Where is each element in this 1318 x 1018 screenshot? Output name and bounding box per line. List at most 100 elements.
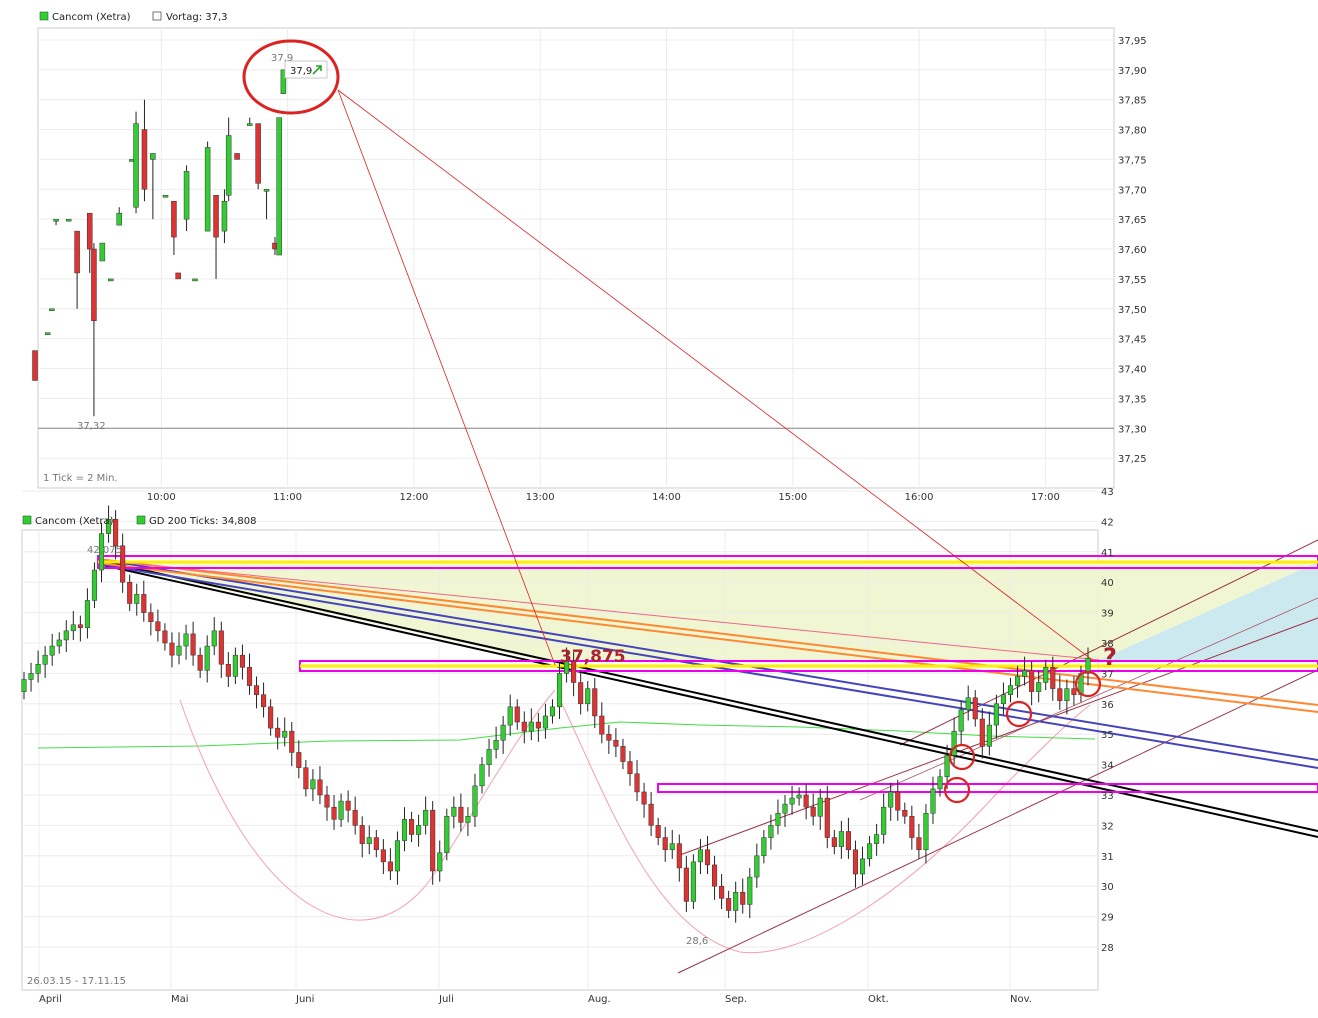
intraday-x-tick: 12:00 bbox=[399, 492, 428, 503]
intraday-x-tick: 17:00 bbox=[1031, 492, 1060, 503]
candle-body bbox=[606, 733, 612, 741]
longterm-candle bbox=[930, 776, 936, 824]
candle-body bbox=[852, 849, 859, 875]
intraday-candle bbox=[175, 272, 181, 280]
candle-body bbox=[1000, 694, 1006, 705]
longterm-candle bbox=[486, 738, 492, 777]
intraday-panel: 37,25 37,30 37,35 37,40 37,45 37,50 37,55 37,60… bbox=[32, 11, 1147, 503]
longterm-candles bbox=[21, 505, 1091, 923]
longterm-candle bbox=[852, 840, 859, 888]
candle-body bbox=[662, 837, 668, 850]
connector-line-left bbox=[337, 89, 556, 666]
resistance-zone-blue bbox=[1095, 562, 1318, 662]
candle-body bbox=[479, 764, 485, 787]
longterm-candle bbox=[620, 738, 626, 770]
signal-circle-1 bbox=[943, 776, 971, 804]
intraday-x-tick: 13:00 bbox=[526, 492, 555, 503]
candle-body bbox=[867, 843, 873, 860]
longterm-candle bbox=[42, 646, 48, 678]
candle-body bbox=[740, 892, 746, 905]
longterm-candle bbox=[711, 855, 718, 900]
date-range-label: 26.03.15 - 17.11.15 bbox=[27, 976, 126, 987]
candle-body bbox=[838, 831, 844, 847]
candle-body bbox=[881, 806, 887, 835]
candle-body bbox=[169, 642, 175, 656]
longterm-candle bbox=[578, 670, 584, 715]
longterm-candle bbox=[77, 615, 83, 642]
intraday-y-tick: 37,95 bbox=[1118, 36, 1147, 47]
candle-body bbox=[458, 806, 464, 823]
candle-body bbox=[909, 816, 915, 838]
intraday-y-tick: 37,55 bbox=[1118, 275, 1147, 286]
longterm-candle bbox=[359, 816, 365, 858]
intraday-y-axis: 37,25 37,30 37,35 37,40 37,45 37,50 37,55 37,60… bbox=[1118, 36, 1147, 465]
longterm-candle bbox=[916, 823, 922, 859]
intraday-candle bbox=[171, 200, 177, 256]
longterm-candle bbox=[528, 708, 534, 741]
longterm-candle bbox=[599, 702, 605, 744]
candle-body bbox=[578, 682, 584, 705]
candle-body bbox=[747, 876, 753, 905]
intraday-y-tick: 37,30 bbox=[1118, 424, 1147, 435]
longterm-candle bbox=[183, 624, 189, 660]
intraday-high-label: 37,9 bbox=[271, 53, 293, 64]
intraday-y-tick: 37,50 bbox=[1118, 305, 1147, 316]
candle-body bbox=[627, 761, 633, 774]
longterm-candle bbox=[859, 846, 866, 885]
intraday-y-tick: 37,40 bbox=[1118, 365, 1147, 376]
longterm-candle bbox=[549, 699, 556, 724]
candle-body bbox=[394, 840, 401, 872]
candle-body bbox=[221, 200, 228, 232]
longterm-candle bbox=[726, 890, 732, 919]
longterm-candle bbox=[634, 760, 640, 802]
intraday-candle bbox=[108, 278, 114, 282]
intraday-candle bbox=[65, 218, 72, 222]
candle-body bbox=[65, 218, 72, 222]
candle-body bbox=[176, 645, 182, 656]
candle-body bbox=[1014, 676, 1021, 686]
trendline-pink-thin bbox=[97, 559, 1101, 661]
candle-body bbox=[63, 630, 69, 641]
longterm-candle bbox=[218, 621, 224, 678]
channel-line-mid bbox=[679, 617, 1318, 856]
longterm-y-tick: 33 bbox=[1101, 791, 1114, 802]
candle-body bbox=[1064, 688, 1070, 702]
candle-body bbox=[895, 791, 901, 811]
longterm-y-tick: 32 bbox=[1101, 821, 1114, 832]
band-33-frame bbox=[657, 783, 1318, 793]
candle-body bbox=[697, 849, 704, 863]
longterm-candle bbox=[338, 793, 344, 827]
intraday-candle bbox=[116, 207, 122, 226]
longterm-candle bbox=[831, 829, 837, 855]
longterm-y-tick: 41 bbox=[1101, 548, 1114, 559]
candle-body bbox=[874, 834, 880, 844]
longterm-candle bbox=[571, 652, 577, 697]
candle-body bbox=[171, 200, 177, 238]
longterm-candle bbox=[423, 796, 429, 835]
candle-body bbox=[99, 242, 106, 262]
longterm-candle bbox=[754, 843, 760, 888]
longterm-y-axis: 28 29 30 31 32 33 34 35 36 37 38 39 40 41 42 43 bbox=[1101, 487, 1114, 954]
intraday-low-label: 37,32 bbox=[77, 421, 106, 432]
longterm-candle bbox=[902, 802, 908, 824]
legend-swatch-gd200 bbox=[136, 515, 146, 525]
longterm-candle bbox=[345, 790, 351, 823]
candle-body bbox=[556, 673, 563, 708]
candle-body bbox=[719, 885, 725, 899]
longterm-candle bbox=[838, 820, 844, 859]
candle-body bbox=[704, 849, 711, 866]
candle-body bbox=[155, 621, 161, 632]
candle-body bbox=[21, 679, 27, 692]
candle-body bbox=[225, 135, 232, 196]
intraday-y-tick: 37,70 bbox=[1118, 185, 1147, 196]
resistance-zone-yellow bbox=[98, 562, 1318, 662]
candle-body bbox=[141, 594, 147, 613]
candle-body bbox=[225, 664, 231, 677]
longterm-candle bbox=[134, 583, 140, 616]
legend-swatch-cancom bbox=[39, 11, 49, 21]
candle-body bbox=[965, 697, 971, 711]
candle-body bbox=[86, 212, 93, 250]
candle-body bbox=[1029, 670, 1035, 692]
intraday-candle bbox=[44, 332, 51, 335]
longterm-candle bbox=[416, 814, 422, 847]
